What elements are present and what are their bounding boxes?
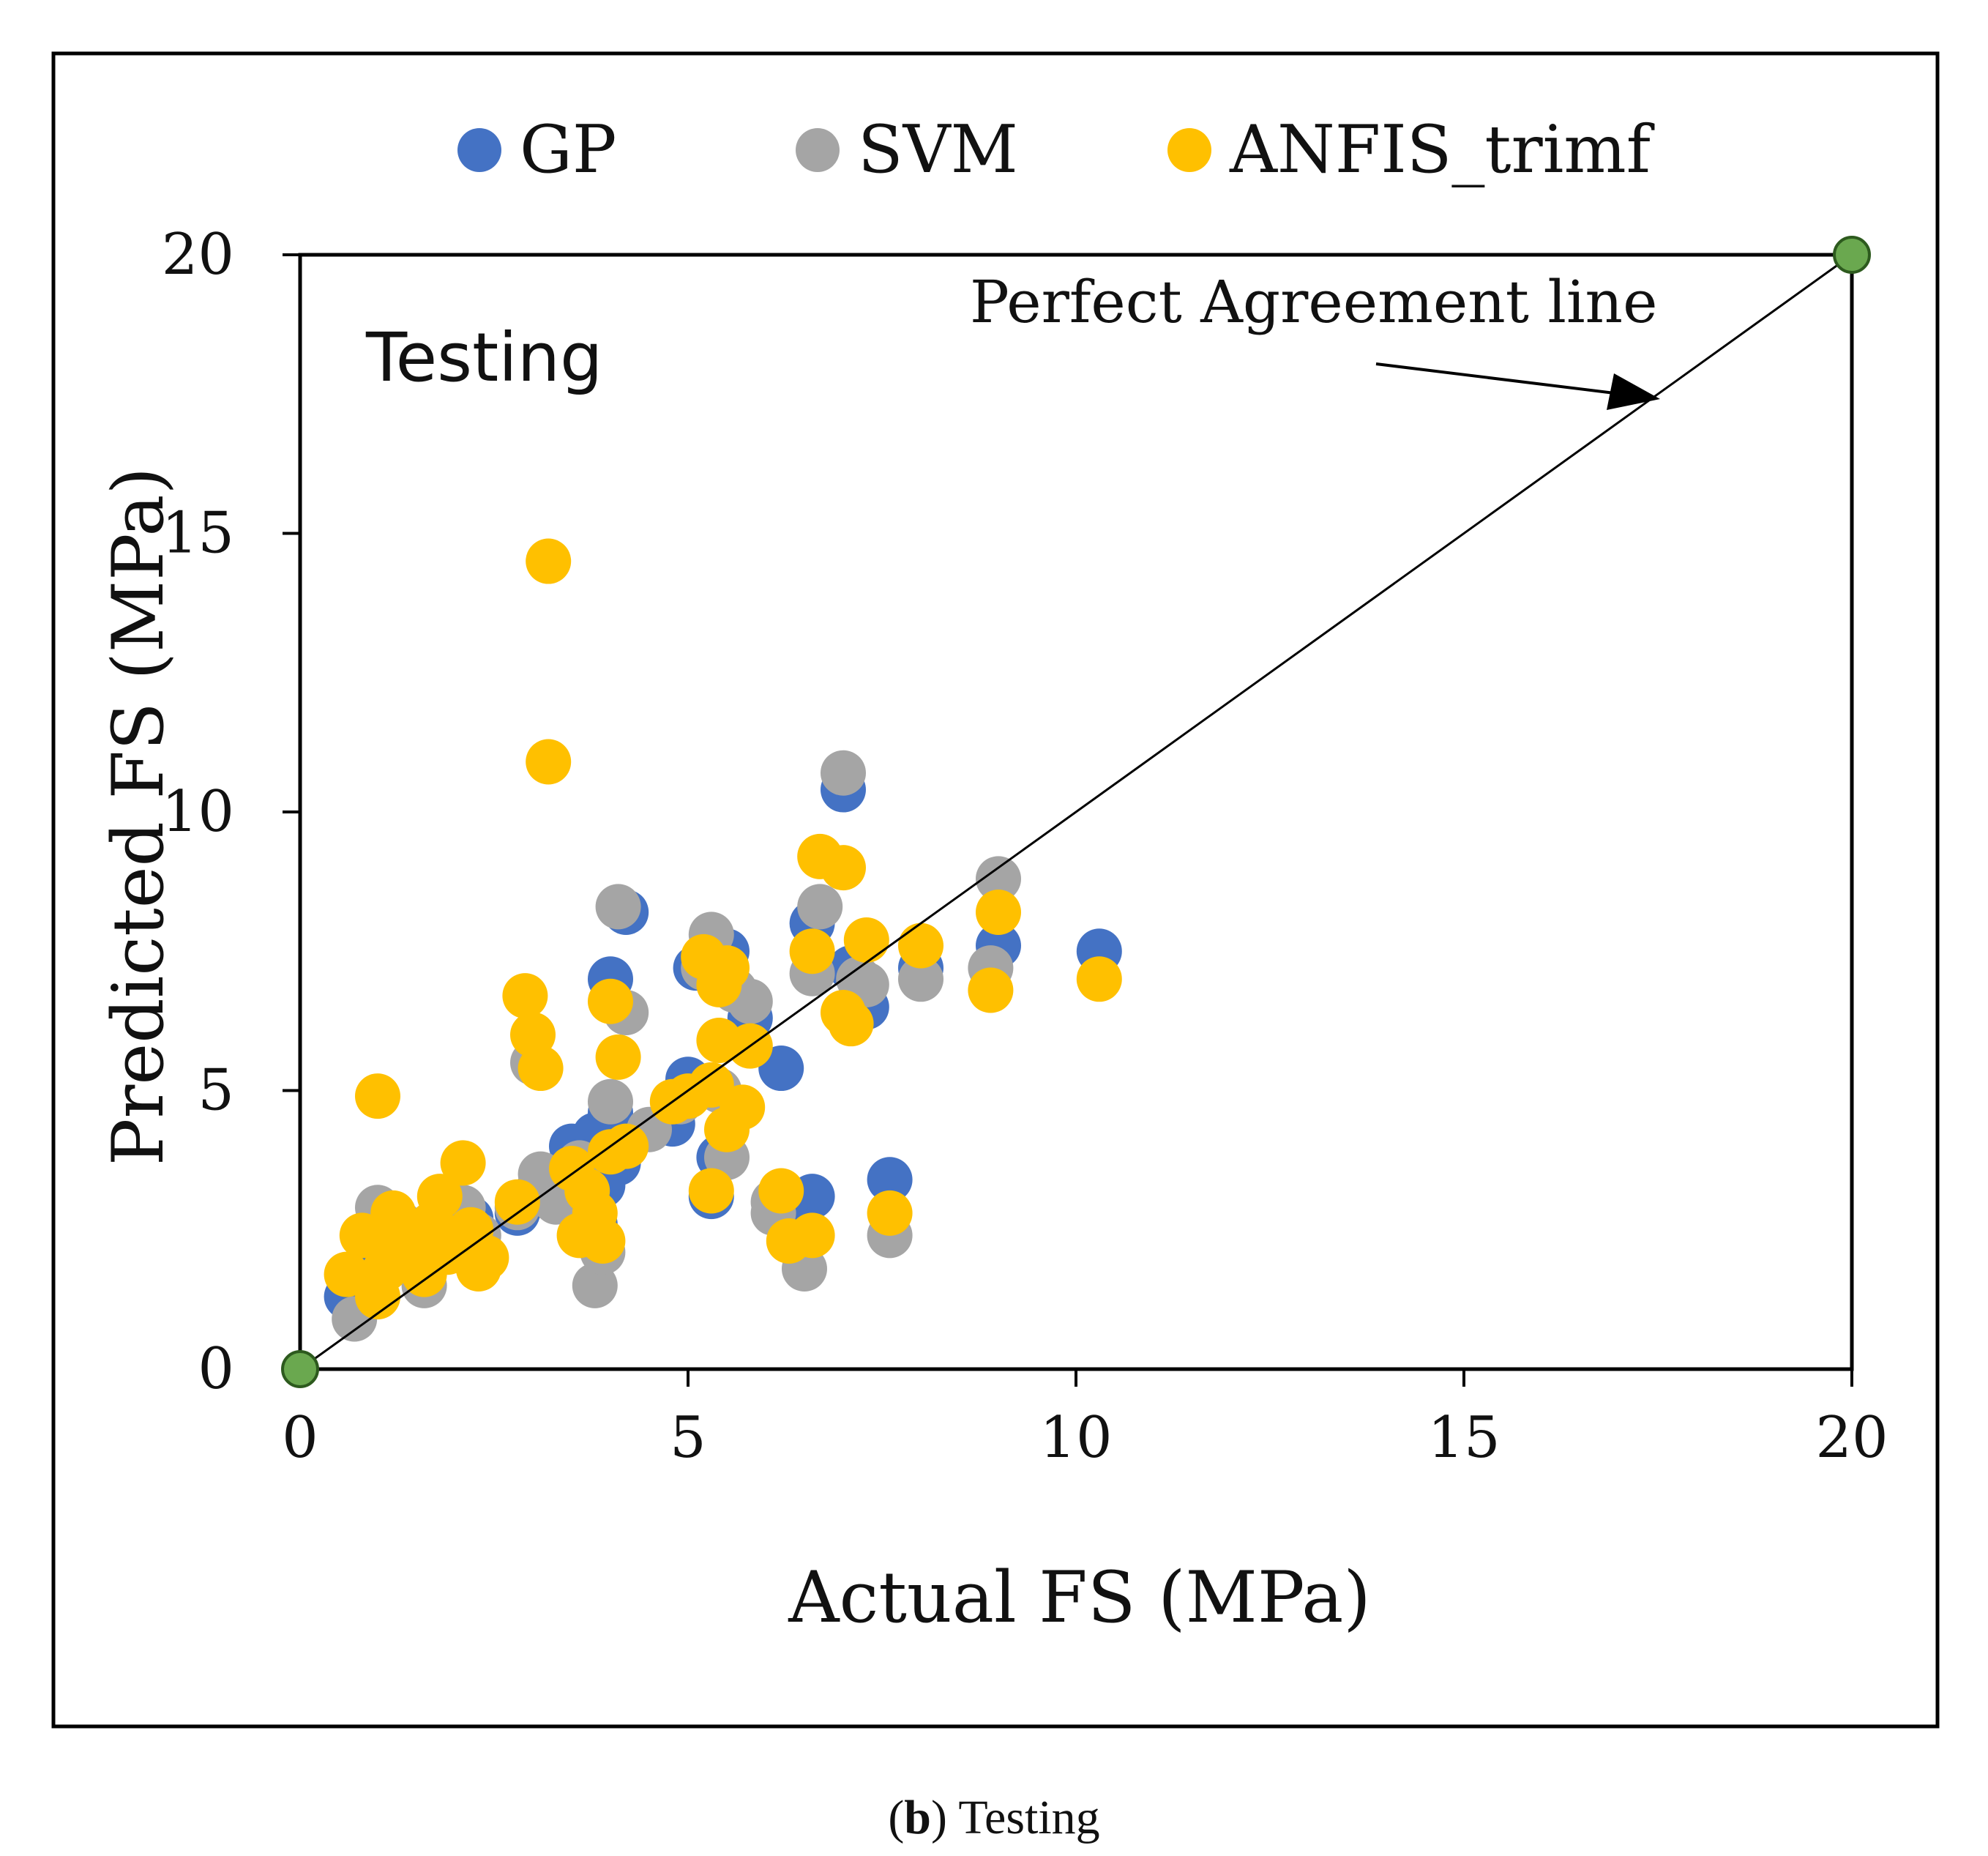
data-point [898,923,943,969]
data-point [704,945,750,991]
legend-marker-anfis-trimf [1167,128,1211,172]
caption-text: Testing [958,1791,1100,1844]
annotation-arrow-shaft [1375,362,1633,397]
perfect-agreement-endpoint [281,1350,319,1388]
data-point [502,973,548,1019]
data-point [416,1174,463,1220]
perfect-agreement-line [299,253,1853,1371]
data-point [526,739,572,785]
data-point [898,956,943,1002]
data-point [789,928,835,974]
data-point [843,917,889,964]
x-tick-label: 10 [1039,1405,1112,1471]
y-axis-label: Predicted FS (MPa) [97,467,179,1166]
data-point [976,856,1021,902]
data-point [867,1190,913,1236]
legend-label: SVM [858,111,1018,188]
data-point [440,1140,486,1186]
data-point [517,1046,564,1092]
data-point [688,1168,734,1214]
data-point [797,884,843,930]
y-tick-label: 5 [198,1058,234,1124]
series-anfis-trimf [324,538,1122,1320]
x-tick-label: 20 [1815,1405,1888,1471]
data-point [789,1212,835,1259]
x-axis-label: Actual FS (MPa) [788,1557,1371,1639]
data-point [588,1078,633,1125]
legend-label: GP [520,111,616,188]
legend: GP SVM ANFIS_trimf [457,111,1655,188]
panel-label: Testing [365,318,602,397]
data-point [968,967,1014,1013]
figure-caption: (b) Testing [888,1791,1100,1844]
data-point [463,1234,509,1281]
data-point [355,1073,400,1119]
legend-label: ANFIS_trimf [1229,111,1655,188]
data-point [580,1218,626,1264]
data-point [828,1001,874,1047]
data-point [867,1157,913,1203]
perfect-agreement-endpoint [1833,236,1871,274]
x-tick-label: 5 [670,1405,706,1471]
data-point [494,1179,540,1225]
y-tick-label: 15 [162,501,234,567]
data-point [758,1168,804,1214]
data-point [976,889,1021,935]
x-tick-label: 15 [1427,1405,1500,1471]
data-point [595,884,641,930]
data-point [595,1034,641,1080]
legend-marker-svm [796,128,840,172]
data-point [720,1084,766,1130]
data-point [588,978,633,1024]
data-point [821,750,866,796]
data-point [526,538,572,584]
y-tick-label: 10 [162,779,234,845]
y-tick-label: 20 [162,222,234,288]
x-tick-label: 0 [282,1405,318,1471]
data-point [603,1123,649,1169]
legend-marker-gp [457,128,501,172]
y-tick-label: 0 [198,1336,234,1402]
data-point [1076,956,1122,1002]
caption-letter: b [904,1791,932,1844]
reference-line-label: Perfect Agreement line [970,268,1657,336]
annotation-arrow-head [1607,373,1660,410]
data-point [821,845,866,891]
